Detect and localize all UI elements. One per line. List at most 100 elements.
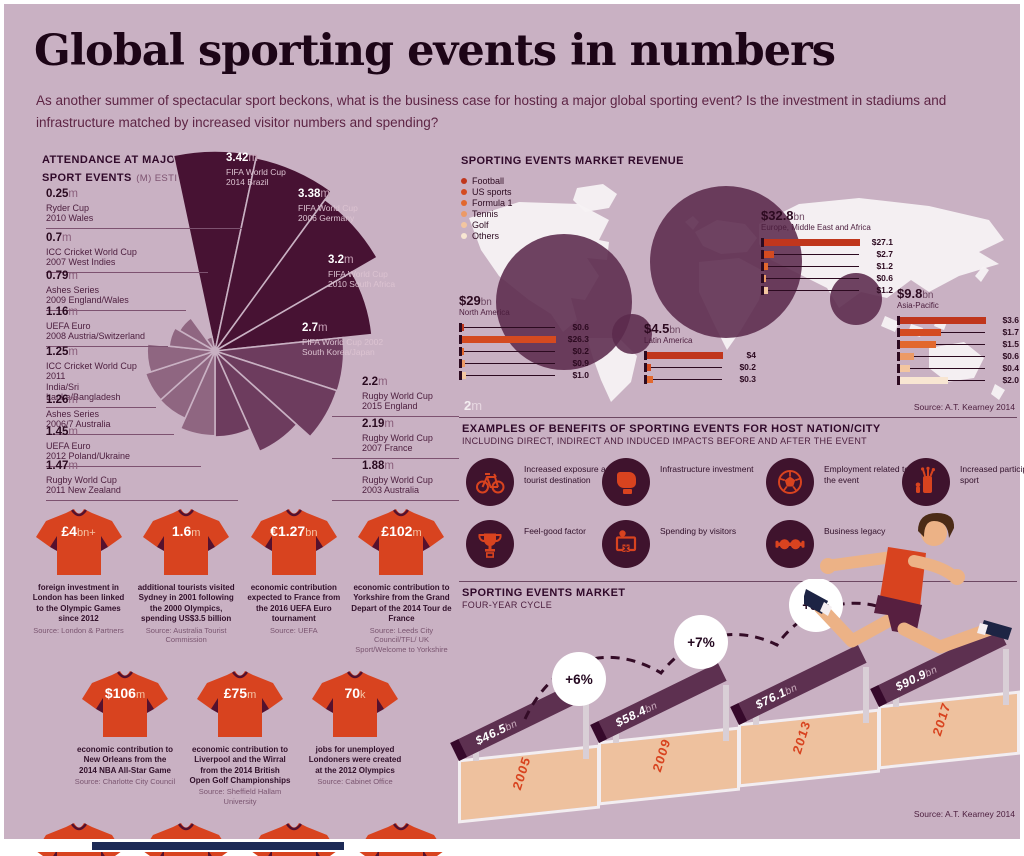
fan-label: 1.88m Rugby World Cup 2003 Australia (332, 460, 459, 501)
tshirt: £4bn+ (34, 507, 124, 579)
tshirt-source: Source: Sheffield Hallam University (198, 787, 282, 807)
fan-label-detail: 2008 Austria/Switzerland (46, 331, 146, 342)
bar-tick (459, 371, 462, 381)
bar-fill (900, 353, 915, 361)
revenue-region: $4.5bn Latin America $4 $0.2 $0.3 (644, 321, 756, 385)
bar-value-label: $2.7 (876, 249, 893, 260)
tshirt-value: £75m (223, 684, 257, 701)
revenue-bubble (496, 234, 632, 370)
cycle-heading-block: SPORTING EVENTS MARKET FOUR-YEAR CYCLE (462, 586, 625, 610)
legend-dot (461, 199, 467, 206)
hurdle-post (723, 685, 729, 741)
fan-label-detail: 2007 West Indies (46, 257, 116, 268)
page-subtitle: As another summer of spectacular sport b… (36, 93, 947, 131)
tshirt-value: 1.6m (171, 523, 201, 539)
fan-label-value: 0.25m (46, 188, 78, 200)
revenue-bar-row: $2.7 (761, 248, 893, 260)
fan-label: 2.19m Rugby World Cup 2007 France (332, 418, 459, 459)
bar-value-label: $3.6 (1002, 315, 1019, 326)
bar-tick (761, 274, 764, 284)
tshirt-source: Source: Leeds City Council/TFL/ UK Sport… (355, 625, 448, 655)
revenue-bar-row: $26.3 (459, 333, 589, 345)
hurdle-post (473, 747, 479, 761)
fan-wedge (144, 350, 216, 402)
revenue-bar-row: $0.6 (459, 321, 589, 333)
hurdle-bar-cap (730, 703, 748, 725)
region-total: $4.5bn (644, 321, 681, 336)
page-title: Global sporting events in numbers (34, 26, 836, 76)
revenue-legend: Football US sports Formula 1 Tennis Golf Othe… (461, 175, 513, 241)
track-year: 2009 (649, 737, 674, 774)
bar-tick (897, 316, 900, 326)
bar-fill (462, 372, 466, 380)
shirt-stat-card: 1.6m additional tourists visited Sydney i… (136, 507, 237, 655)
attendance-section: ATTENDANCE AT MAJOR SINGLE SPORT EVENTS … (34, 144, 464, 516)
fan-label-name: FIFA World Cup (226, 166, 286, 177)
bar-value-label: $4 (746, 350, 756, 361)
bar-fill (764, 239, 860, 247)
tshirt-description: economic contribution to Yorkshire from … (351, 583, 452, 624)
footer-strip (4, 839, 1020, 852)
tshirt-description: foreign investment in London has been li… (32, 583, 125, 624)
revenue-bar-row: $0.4 (897, 362, 1019, 374)
track-year: 2013 (789, 719, 814, 756)
revenue-bar-row: $1.2 (761, 284, 893, 296)
attendance-heading-note: (M) ESTIMATED (136, 173, 212, 184)
revenue-bubble (830, 273, 882, 325)
tshirt-icon (312, 670, 398, 737)
fan-wedge (214, 198, 379, 352)
bar-fill (900, 365, 910, 373)
fan-label: 1.25m ICC Cricket World Cup 2011 India/Sri… (46, 346, 156, 408)
bar-fill (900, 341, 936, 349)
tshirt: £102m (356, 507, 446, 579)
legend-label: US sports (472, 186, 512, 197)
revenue-bar-row: $1.0 (459, 369, 589, 381)
tshirt-icon (82, 670, 168, 737)
revenue-bar-row: $1.7 (897, 326, 1019, 338)
bar-tick (897, 376, 900, 386)
fan-label-name: Ashes Series (46, 408, 100, 419)
bar-baseline (897, 344, 985, 346)
hurdle-bar-cap (870, 685, 888, 707)
benefit-circle (466, 458, 514, 506)
bar-tick (644, 363, 647, 373)
revenue-bar-row: $2.0 (897, 374, 1019, 386)
fan-wedge (146, 343, 216, 374)
infographic-background: Global sporting events in numbers As ano… (4, 4, 1024, 856)
continent-shape (975, 266, 989, 282)
fan-label-name: FIFA World Cup (298, 202, 358, 213)
legend-dot (461, 177, 467, 184)
benefit-label: Business legacy (824, 526, 886, 536)
fan-wedge (214, 350, 252, 438)
fan-label-detail: 2010 South Africa (328, 278, 396, 289)
revenue-section: SPORTING EVENTS MARKET REVENUE Football U… (459, 154, 1019, 416)
fan-label: 1.47m Rugby World Cup 2011 New Zealand (46, 460, 238, 501)
bar-tick (761, 238, 764, 248)
bar-tick (459, 335, 462, 345)
region-name: Latin America (644, 336, 693, 346)
tshirt-source: Source: London & Partners (33, 625, 124, 635)
fan-label-value: 3.2m (328, 254, 354, 266)
world-map (469, 184, 1005, 402)
continent-shape (929, 342, 984, 382)
fan-label: 3.42m FIFA World Cup 2014 Brazil (226, 152, 320, 187)
revenue-bar-row: $0.6 (761, 272, 893, 284)
fan-wedge (214, 271, 373, 352)
boxing-glove-icon (617, 472, 636, 494)
legend-item: US sports (461, 186, 513, 197)
benefit-circle (902, 458, 950, 506)
attendance-rose-chart (144, 150, 379, 453)
bar-fill (764, 251, 774, 259)
continent-shape (881, 316, 899, 332)
bar-value-label: $1.7 (1002, 327, 1019, 338)
fan-label-value: 3.42m (226, 152, 258, 164)
hurdle-post (583, 703, 589, 759)
fan-label: 1.26m Ashes Series 2006/7 Australia (46, 394, 174, 435)
bicycle-icon (476, 473, 505, 494)
fan-wedge (214, 156, 333, 352)
benefits-subheading: INCLUDING DIRECT, INDIRECT AND INDUCED I… (462, 436, 867, 446)
bar-fill (647, 364, 651, 372)
hurdle-post (613, 729, 619, 743)
bar-fill (900, 377, 948, 385)
tshirt-source: Source: Cabinet Office (317, 776, 393, 786)
